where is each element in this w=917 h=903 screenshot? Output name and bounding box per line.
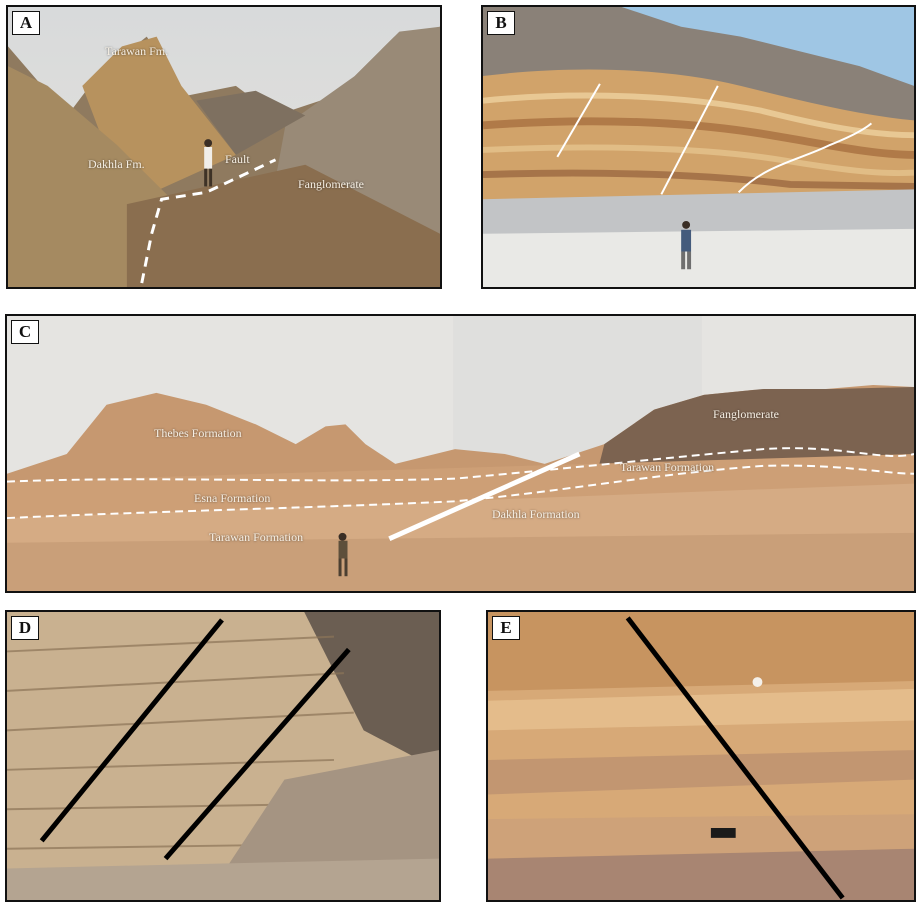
label-tarawan-formation-right: Tarawan Formation bbox=[620, 460, 715, 474]
panel-label-a: A bbox=[12, 11, 40, 35]
label-dakhla-formation: Dakhla Formation bbox=[492, 507, 580, 521]
person-figure-c bbox=[338, 532, 348, 577]
panel-label-e: E bbox=[492, 616, 520, 640]
panel-label-d: D bbox=[11, 616, 39, 640]
label-dakhla-fm-a: Dakhla Fm. bbox=[88, 157, 145, 171]
photo-e-outcrop bbox=[488, 612, 914, 900]
photo-d-outcrop bbox=[7, 612, 439, 900]
photo-a-landscape bbox=[8, 7, 440, 287]
fault-line-b-3 bbox=[737, 122, 873, 194]
photo-b-cliff bbox=[483, 7, 914, 287]
fault-line-d-1 bbox=[39, 618, 224, 843]
scale-object bbox=[710, 828, 736, 838]
label-fanglomerate-c: Fanglomerate bbox=[713, 407, 779, 421]
photo-c-panorama bbox=[7, 316, 914, 591]
person-figure-b bbox=[681, 220, 692, 270]
panel-label-c: C bbox=[11, 320, 39, 344]
photo-panel-d: D bbox=[5, 610, 441, 902]
dashed-fault-line bbox=[140, 158, 277, 284]
fault-line-b-2 bbox=[660, 85, 719, 195]
photo-panel-b: B bbox=[481, 5, 916, 289]
person-figure-a bbox=[204, 139, 213, 187]
label-thebes-formation: Thebes Formation bbox=[154, 426, 242, 440]
dashed-boundary-upper bbox=[7, 447, 914, 483]
photo-panel-a: A Tarawan Fm. Dakhla Fm. Fault Fanglomer… bbox=[6, 5, 442, 289]
panel-label-b: B bbox=[487, 11, 515, 35]
fault-line-b-1 bbox=[556, 83, 601, 158]
fault-line-d-2 bbox=[163, 647, 351, 861]
label-fanglomerate-a: Fanglomerate bbox=[298, 177, 364, 191]
photo-panel-c: C Thebes Formation Esna Formation Tarawa… bbox=[5, 314, 916, 593]
solid-fault-line-c bbox=[388, 451, 581, 542]
label-esna-formation: Esna Formation bbox=[194, 491, 271, 505]
label-fault-a: Fault bbox=[225, 152, 250, 166]
label-tarawan-fm-a: Tarawan Fm. bbox=[105, 44, 169, 58]
label-tarawan-formation-left: Tarawan Formation bbox=[209, 530, 304, 544]
scale-marker bbox=[752, 677, 763, 687]
fault-line-e bbox=[625, 616, 845, 900]
photo-panel-e: E bbox=[486, 610, 916, 902]
